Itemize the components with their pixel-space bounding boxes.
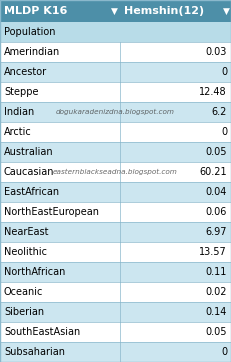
Text: easternblackseadna.blogspot.com: easternblackseadna.blogspot.com (53, 169, 178, 175)
Text: MLDP K16: MLDP K16 (4, 6, 67, 16)
Bar (0, 62, 231, 82)
Text: 0.06: 0.06 (206, 207, 227, 217)
Bar (0, 182, 231, 202)
Text: Neolithic: Neolithic (4, 247, 47, 257)
Text: 60.21: 60.21 (199, 167, 227, 177)
Text: Indian: Indian (4, 107, 34, 117)
Bar (0, 0, 231, 22)
Text: 6.97: 6.97 (206, 227, 227, 237)
Text: 12.48: 12.48 (199, 87, 227, 97)
Text: ▼: ▼ (111, 7, 117, 16)
Text: NearEast: NearEast (4, 227, 49, 237)
Text: Subsaharian: Subsaharian (4, 347, 65, 357)
Bar (0, 222, 231, 242)
Text: 0.05: 0.05 (206, 147, 227, 157)
Bar (0, 322, 231, 342)
Text: Caucasian: Caucasian (4, 167, 55, 177)
Text: 0: 0 (221, 67, 227, 77)
Bar (0, 242, 231, 262)
Text: 6.2: 6.2 (212, 107, 227, 117)
Bar (0, 142, 231, 162)
Text: Population: Population (4, 27, 55, 37)
Bar (0, 282, 231, 302)
Text: dogukaradenizdna.blogspot.com: dogukaradenizdna.blogspot.com (56, 109, 175, 115)
Text: 0: 0 (221, 347, 227, 357)
Bar (0, 42, 231, 62)
Text: 0.05: 0.05 (206, 327, 227, 337)
Text: Oceanic: Oceanic (4, 287, 43, 297)
Text: Australian: Australian (4, 147, 54, 157)
Text: NorthAfrican: NorthAfrican (4, 267, 65, 277)
Bar (0, 122, 231, 142)
Text: Ancestor: Ancestor (4, 67, 47, 77)
Bar (0, 302, 231, 322)
Bar (0, 202, 231, 222)
Text: Arctic: Arctic (4, 127, 32, 137)
Bar (0, 342, 231, 362)
Text: 0.04: 0.04 (206, 187, 227, 197)
Text: NorthEastEuropean: NorthEastEuropean (4, 207, 99, 217)
Bar (0, 102, 231, 122)
Text: 0.02: 0.02 (206, 287, 227, 297)
Text: Siberian: Siberian (4, 307, 44, 317)
Text: 0.11: 0.11 (206, 267, 227, 277)
Text: EastAfrican: EastAfrican (4, 187, 59, 197)
Text: 0: 0 (221, 127, 227, 137)
Bar (0, 262, 231, 282)
Bar (0, 162, 231, 182)
Text: 13.57: 13.57 (199, 247, 227, 257)
Text: SouthEastAsian: SouthEastAsian (4, 327, 80, 337)
Text: Steppe: Steppe (4, 87, 39, 97)
Bar (0, 22, 231, 42)
Text: ▼: ▼ (222, 7, 229, 16)
Bar (0, 82, 231, 102)
Text: Amerindian: Amerindian (4, 47, 60, 57)
Text: 0.14: 0.14 (206, 307, 227, 317)
Text: 0.03: 0.03 (206, 47, 227, 57)
Text: Hemshin(12): Hemshin(12) (124, 6, 204, 16)
